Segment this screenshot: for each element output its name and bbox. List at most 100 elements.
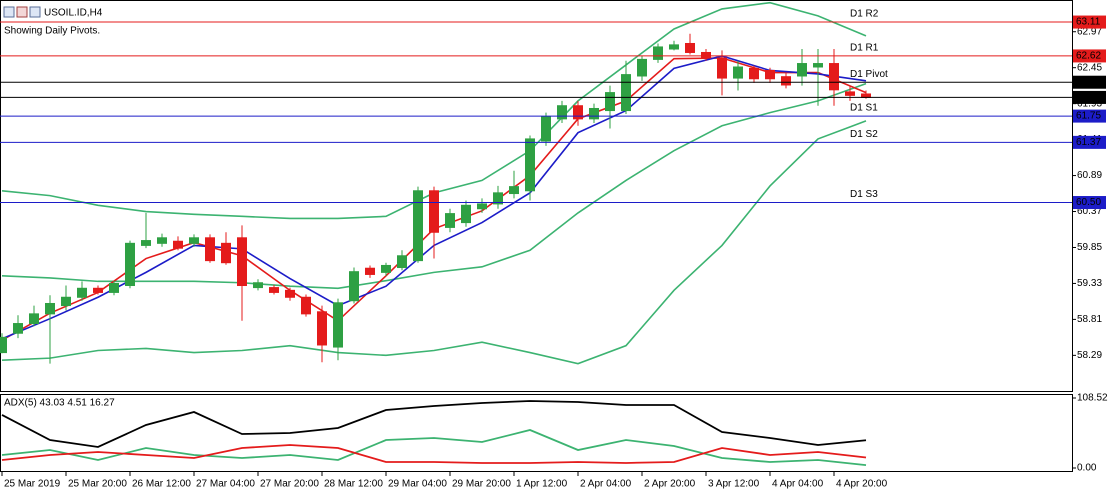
candle-body xyxy=(109,282,119,293)
candle-body xyxy=(573,105,583,120)
y-tick-label: 62.97 xyxy=(1077,26,1102,37)
x-tick-label: 2 Apr 04:00 xyxy=(580,479,632,490)
candle-body xyxy=(461,204,471,224)
candle-body xyxy=(445,213,455,228)
candle-body xyxy=(477,203,487,210)
y-tick-label: 58.29 xyxy=(1077,350,1102,361)
candle-body xyxy=(221,242,231,264)
candle-body xyxy=(301,296,311,315)
candle-body xyxy=(253,282,263,289)
candle-body xyxy=(605,92,615,112)
candle-body xyxy=(525,138,535,192)
adx-panel xyxy=(0,394,1073,472)
candle-body xyxy=(829,63,839,91)
candle-body xyxy=(749,67,759,80)
symbol-icon xyxy=(3,6,41,18)
candle-body xyxy=(621,74,631,112)
candle-body xyxy=(269,287,279,293)
candle-body xyxy=(669,44,679,50)
price-tag xyxy=(1073,90,1106,104)
x-tick-label: 1 Apr 12:00 xyxy=(516,479,568,490)
x-tick-label: 3 Apr 12:00 xyxy=(708,479,760,490)
indicator-line xyxy=(1,1,867,220)
candle-body xyxy=(685,42,695,53)
candle-body xyxy=(397,255,407,269)
candle-body xyxy=(141,240,151,246)
price-tag-label: 62.02 xyxy=(1076,92,1101,103)
candle-body xyxy=(557,105,567,120)
y-tick-label: 60.37 xyxy=(1077,206,1102,217)
candle-body xyxy=(765,69,775,80)
price-tag xyxy=(1073,15,1106,29)
candle-body xyxy=(589,107,599,120)
candle-body xyxy=(317,311,327,346)
x-tick-label: 4 Apr 04:00 xyxy=(772,479,824,490)
candle-body xyxy=(797,63,807,77)
pivot-label: D1 S3 xyxy=(850,189,878,200)
y-tick-label: 62.45 xyxy=(1077,62,1102,73)
indicator-line xyxy=(1,444,867,464)
y-tick-label: 0.00 xyxy=(1077,463,1097,474)
candle-body xyxy=(429,190,439,233)
candle-body xyxy=(653,46,663,60)
x-tick-label: 27 Mar 20:00 xyxy=(260,479,319,490)
price-tag-label: 62.24 xyxy=(1076,77,1101,88)
y-tick-label: 59.85 xyxy=(1077,242,1102,253)
pivot-label: D1 R2 xyxy=(850,9,879,20)
candle-body xyxy=(205,237,215,262)
price-tag-label: 62.62 xyxy=(1076,51,1101,62)
candle-body xyxy=(541,116,551,142)
candle-body xyxy=(509,186,519,195)
candle-body xyxy=(845,91,855,96)
pivot-label: D1 R1 xyxy=(850,43,879,54)
x-tick-label: 2 Apr 20:00 xyxy=(644,479,696,490)
price-tag xyxy=(1073,49,1106,63)
indicator-line xyxy=(1,429,867,466)
candle-body xyxy=(493,192,503,205)
price-tag xyxy=(1073,75,1106,89)
candle-body xyxy=(61,296,71,307)
indicator-line xyxy=(1,400,867,448)
candle-body xyxy=(13,323,23,334)
candle-body xyxy=(861,93,871,98)
candle-body xyxy=(93,287,103,293)
candle-body xyxy=(717,57,727,79)
y-tick-label: 58.81 xyxy=(1077,314,1102,325)
indicator-title: ADX(5) 43.03 4.51 16.27 xyxy=(4,398,115,409)
price-tag xyxy=(1073,135,1106,149)
pivot-label: D1 S2 xyxy=(850,129,878,140)
candle-body xyxy=(381,264,391,273)
candle-body xyxy=(733,66,743,79)
x-tick-label: 25 Mar 20:00 xyxy=(68,479,127,490)
candle-body xyxy=(45,302,55,315)
x-tick-label: 25 Mar 2019 xyxy=(4,479,61,490)
candle-body xyxy=(365,267,375,275)
x-tick-label: 28 Mar 12:00 xyxy=(324,479,383,490)
y-tick-label: 60.89 xyxy=(1077,170,1102,181)
indicator-line xyxy=(1,82,867,290)
indicator-line xyxy=(1,120,867,365)
candle-body xyxy=(29,313,39,325)
chart-subtitle: Showing Daily Pivots. xyxy=(4,26,100,37)
price-tag-label: 63.11 xyxy=(1076,17,1101,28)
candle-body xyxy=(701,51,711,59)
candle-body xyxy=(813,63,823,68)
candle-body xyxy=(157,237,167,244)
price-tag-label: 61.37 xyxy=(1076,137,1101,148)
x-tick-label: 4 Apr 20:00 xyxy=(836,479,888,490)
price-tag-label: 61.75 xyxy=(1076,111,1101,122)
x-tick-label: 27 Mar 04:00 xyxy=(196,479,255,490)
price-tag-label: 60.50 xyxy=(1076,197,1101,208)
candle-body xyxy=(189,237,199,244)
pivot-label: D1 S1 xyxy=(850,103,878,114)
candle-body xyxy=(349,271,359,302)
candle-body xyxy=(77,287,87,298)
main-panel xyxy=(0,0,1073,392)
price-tag xyxy=(1073,109,1106,123)
candle-body xyxy=(285,289,295,298)
candle-body xyxy=(781,76,791,86)
candle-body xyxy=(637,58,647,77)
y-tick-label: 108.52 xyxy=(1077,393,1108,404)
candle-body xyxy=(413,190,423,262)
